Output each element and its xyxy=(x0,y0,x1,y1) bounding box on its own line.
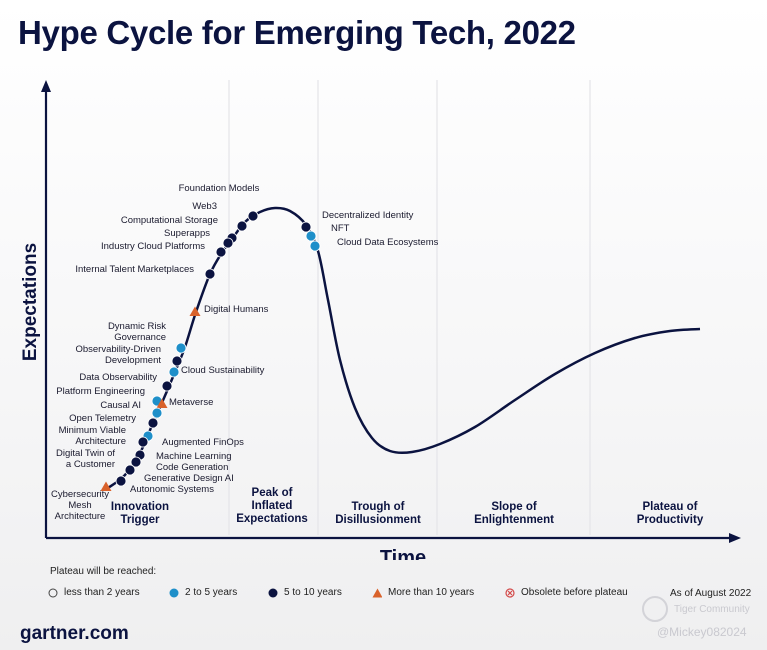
watermark-handle: @Mickey082024 xyxy=(657,625,747,639)
as-of-date: As of August 2022 xyxy=(670,588,752,599)
phase-label: Peak of Inflated Expectations xyxy=(236,487,308,525)
label-generative-design-ai: Generative Design AI xyxy=(144,473,234,484)
legend-item-less-than-2: less than 2 years xyxy=(48,587,140,598)
marker-cybersecurity-mesh-architecture xyxy=(100,481,112,491)
phase-label: Innovation Trigger xyxy=(111,501,169,526)
y-axis-label: Expectations xyxy=(20,243,41,361)
label-augmented-finops: Augmented FinOps xyxy=(162,437,244,448)
marker-foundation-models xyxy=(247,210,259,222)
label-decentralized-identity: Decentralized Identity xyxy=(322,210,414,221)
y-axis-arrow xyxy=(41,80,51,92)
label-minimum-viable-architecture: Minimum Viable Architecture xyxy=(59,425,126,447)
label-superapps: Superapps xyxy=(164,228,210,239)
marker-superapps xyxy=(222,237,234,249)
footer-brand: gartner.com xyxy=(20,623,129,644)
marker-industry-cloud-platforms xyxy=(215,246,227,258)
label-causal-ai: Causal AI xyxy=(100,400,141,411)
x-axis-arrow xyxy=(729,533,741,543)
technology-markers xyxy=(100,210,321,491)
watermark-community-text: Tiger Community xyxy=(674,603,750,615)
tiger-logo-icon xyxy=(642,596,668,622)
label-metaverse: Metaverse xyxy=(169,397,213,408)
circle-x-icon xyxy=(505,587,515,598)
blue-circle-icon xyxy=(169,588,179,597)
x-axis-label: Time xyxy=(380,547,426,560)
marker-digital-humans xyxy=(189,306,201,316)
marker-augmented-finops xyxy=(137,436,149,448)
legend-label: Plateau will be reached: xyxy=(50,566,157,577)
marker-generative-design-ai xyxy=(124,464,136,476)
marker-metaverse xyxy=(156,398,168,408)
label-web3: Web3 xyxy=(192,201,217,212)
phase-label: Slope of Enlightenment xyxy=(474,501,554,526)
legend-item-label: More than 10 years xyxy=(388,587,475,598)
navy-circle-icon xyxy=(268,588,278,597)
legend-item-more-than-10: More than 10 years xyxy=(372,587,474,598)
marker-machine-learning-code-generation xyxy=(130,456,142,468)
label-foundation-models: Foundation Models xyxy=(179,183,260,194)
marker-data-observability xyxy=(161,380,173,392)
legend: Plateau will be reached: less than 2 yea… xyxy=(0,560,767,610)
marker-web3 xyxy=(236,220,248,232)
label-internal-talent-marketplaces: Internal Talent Marketplaces xyxy=(75,264,194,275)
legend-item-obsolete: Obsolete before plateau xyxy=(505,587,628,598)
label-machine-learning-code-generation: Machine Learning Code Generation xyxy=(156,451,232,473)
label-cybersecurity-mesh-architecture: Cybersecurity Mesh Architecture xyxy=(51,489,109,522)
phase-labels: Innovation Trigger Peak of Inflated Expectat… xyxy=(111,487,704,526)
circle-outline-icon xyxy=(48,588,58,597)
legend-item-5-to-10: 5 to 10 years xyxy=(268,587,342,598)
phase-label: Trough of Disillusionment xyxy=(335,501,421,526)
hype-curve xyxy=(107,206,701,490)
axes xyxy=(41,80,741,543)
legend-item-2-to-5: 2 to 5 years xyxy=(169,587,237,598)
orange-triangle-icon xyxy=(372,588,382,597)
label-data-observability: Data Observability xyxy=(79,372,157,383)
label-cloud-data-ecosystems: Cloud Data Ecosystems xyxy=(337,237,439,248)
label-industry-cloud-platforms: Industry Cloud Platforms xyxy=(101,241,205,252)
phase-dividers xyxy=(228,80,591,535)
marker-causal-ai xyxy=(151,407,163,419)
label-observability-driven-development: Observability-Driven Development xyxy=(75,344,161,366)
marker-autonomic-systems xyxy=(115,475,127,487)
label-cloud-sustainability: Cloud Sustainability xyxy=(181,365,265,376)
chart-title: Hype Cycle for Emerging Tech, 2022 xyxy=(18,14,576,51)
label-autonomic-systems: Autonomic Systems xyxy=(130,484,214,495)
phase-label: Plateau of Productivity xyxy=(637,501,704,526)
legend-item-label: 2 to 5 years xyxy=(185,587,238,598)
marker-cloud-data-ecosystems xyxy=(309,240,321,252)
marker-observability-driven-development xyxy=(171,355,183,367)
legend-item-label: 5 to 10 years xyxy=(284,587,342,598)
label-digital-humans: Digital Humans xyxy=(204,304,269,315)
label-platform-engineering: Platform Engineering xyxy=(56,386,145,397)
legend-item-label: Obsolete before plateau xyxy=(521,587,628,598)
label-digital-twin-of-a-customer: Digital Twin of a Customer xyxy=(56,448,115,470)
label-computational-storage: Computational Storage xyxy=(121,215,218,226)
watermark-community: Tiger Community xyxy=(642,596,750,622)
label-open-telemetry: Open Telemetry xyxy=(69,413,136,424)
label-nft: NFT xyxy=(331,223,350,234)
marker-decentralized-identity xyxy=(300,221,312,233)
legend-item-label: less than 2 years xyxy=(64,587,140,598)
marker-nft xyxy=(305,230,317,242)
marker-internal-talent-marketplaces xyxy=(204,268,216,280)
technology-labels: Foundation Models Web3 Computational Stora… xyxy=(51,183,439,522)
marker-cloud-sustainability xyxy=(168,366,180,378)
label-dynamic-risk-governance: Dynamic Risk Governance xyxy=(108,321,166,343)
hype-cycle-chart: Innovation Trigger Peak of Inflated Expectat… xyxy=(20,80,741,560)
marker-dynamic-risk-governance xyxy=(175,342,187,354)
marker-open-telemetry xyxy=(147,417,159,429)
